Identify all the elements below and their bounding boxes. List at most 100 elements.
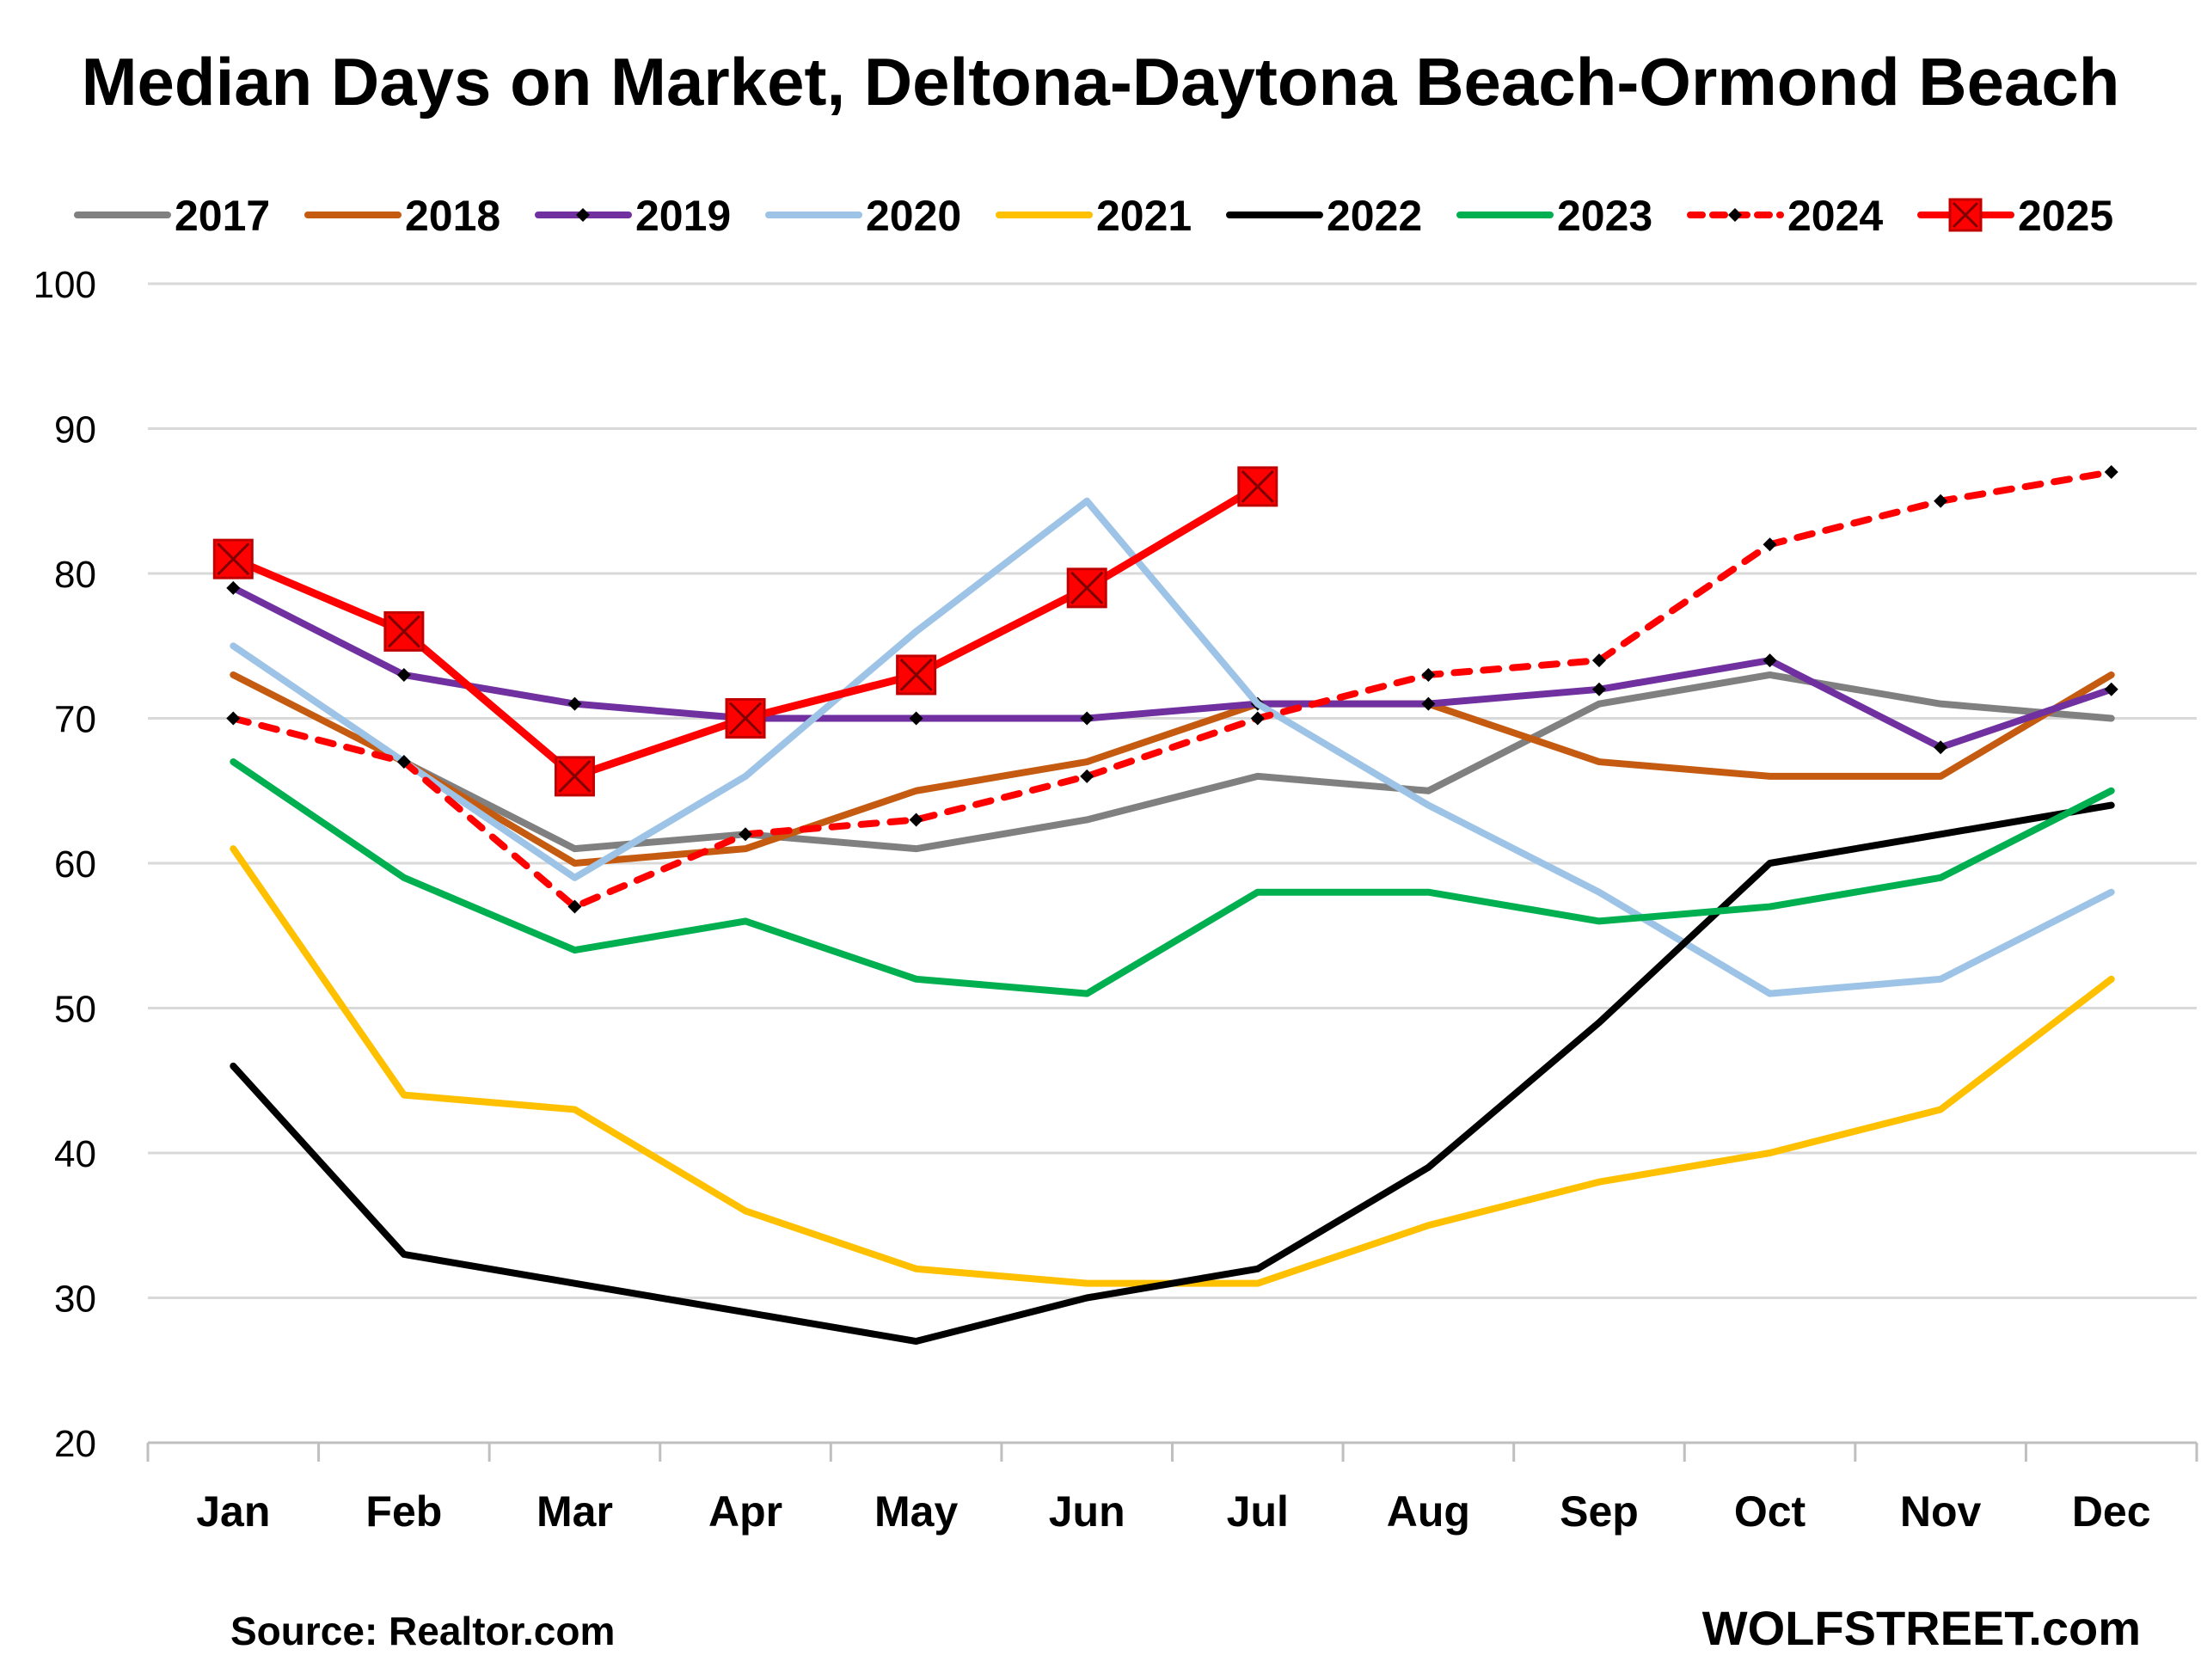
marker-cross	[899, 658, 933, 692]
y-tick-label: 90	[54, 409, 96, 451]
legend: 2017 2018 2019 2020 2021 2022 2023 2024 2025	[74, 192, 2113, 240]
x-tick-label: Jun	[1049, 1487, 1125, 1536]
legend-item-2023: 2023	[1456, 192, 1652, 240]
data-point	[909, 711, 923, 726]
x-tick-label: Feb	[365, 1487, 442, 1536]
series-2025	[212, 466, 1278, 797]
legend-item-2020: 2020	[765, 192, 961, 240]
data-point	[1948, 198, 1983, 232]
legend-label: 2019	[635, 192, 731, 240]
legend-item-2018: 2018	[304, 192, 500, 240]
data-point	[554, 756, 595, 797]
data-point	[1250, 711, 1265, 726]
legend-label: 2023	[1557, 192, 1652, 240]
data-point	[396, 755, 411, 769]
series-line	[230, 671, 2115, 867]
x-tick-label: Mar	[536, 1487, 613, 1536]
legend-label: 2017	[175, 192, 270, 240]
y-tick-label: 80	[54, 554, 96, 596]
legend-item-2017: 2017	[74, 192, 270, 240]
y-tick-label: 20	[54, 1423, 96, 1465]
series-2021	[230, 845, 2115, 1287]
data-point	[212, 538, 254, 579]
series-line	[400, 671, 2115, 853]
data-point	[567, 899, 582, 914]
series-2017	[400, 671, 2115, 853]
series-2024	[226, 465, 2118, 914]
gridlines	[148, 282, 2197, 1299]
x-tick-label: Nov	[1900, 1487, 1982, 1536]
x-tick-label: Apr	[708, 1487, 782, 1536]
x-tick-label: Jul	[1227, 1487, 1289, 1536]
data-point	[725, 698, 766, 739]
legend-label: 2022	[1327, 192, 1422, 240]
x-tick-label: Jan	[196, 1487, 270, 1536]
marker-cross	[217, 543, 250, 576]
data-point	[1237, 466, 1278, 507]
y-tick-label: 100	[34, 264, 96, 306]
data-point	[1591, 653, 1606, 668]
data-point	[226, 580, 241, 595]
series-line	[230, 584, 2115, 751]
data-point	[383, 610, 425, 652]
series-line	[230, 497, 2115, 997]
y-tick-label: 30	[54, 1278, 96, 1321]
legend-item-2025: 2025	[1917, 192, 2113, 240]
marker-cross	[1241, 469, 1274, 503]
data-point	[1080, 711, 1094, 726]
series-2022	[230, 801, 2115, 1346]
marker-cross	[387, 615, 420, 648]
legend-label: 2024	[1787, 192, 1883, 240]
data-point	[2104, 682, 2118, 696]
data-point	[226, 711, 241, 726]
series-2020	[230, 497, 2115, 997]
legend-label: 2025	[2018, 192, 2113, 240]
data-point	[1934, 740, 1948, 755]
y-tick-label: 40	[54, 1133, 96, 1175]
data-point	[396, 667, 411, 682]
series-line	[230, 758, 2115, 997]
data-point	[567, 696, 582, 711]
data-point	[896, 654, 937, 696]
data-point	[909, 812, 923, 827]
data-point	[576, 208, 590, 222]
marker-cross	[1070, 571, 1104, 604]
legend-item-2024: 2024	[1687, 192, 1883, 240]
marker-cross	[728, 702, 763, 735]
x-tick-label: Dec	[2072, 1487, 2151, 1536]
legend-label: 2018	[405, 192, 500, 240]
legend-label: 2020	[866, 192, 961, 240]
x-tick-label: Oct	[1734, 1487, 1806, 1536]
x-tick-label: Aug	[1387, 1487, 1470, 1536]
series-line	[230, 469, 2115, 911]
x-axis: Jan Feb Mar Apr May Jun Jul Aug Sep Oct Nov Dec	[146, 1441, 2198, 1536]
series-2018	[230, 671, 2115, 867]
legend-item-2022: 2022	[1226, 192, 1422, 240]
data-point	[1763, 653, 1777, 668]
data-point	[1080, 769, 1094, 783]
legend-label: 2021	[1096, 192, 1192, 240]
x-tick-label: Sep	[1560, 1487, 1639, 1536]
source-label: Source: Realtor.com	[230, 1609, 615, 1653]
y-tick-label: 50	[54, 989, 96, 1031]
data-point	[1728, 208, 1742, 222]
y-axis-ticks: 100 90 80 70 60 50 40 30 20	[34, 264, 96, 1465]
marker-cross	[1952, 201, 1979, 229]
chart-title: Median Days on Market, Deltona-Daytona B…	[82, 44, 2120, 120]
series-line	[230, 845, 2115, 1287]
series-2023	[230, 758, 2115, 997]
series-line	[230, 801, 2115, 1346]
data-point	[1421, 696, 1436, 711]
x-tick-label: May	[874, 1487, 958, 1536]
data-point	[2104, 465, 2118, 480]
y-tick-label: 60	[54, 843, 96, 886]
data-point	[1591, 682, 1606, 696]
legend-item-2021: 2021	[996, 192, 1192, 240]
data-point	[1421, 667, 1436, 682]
data-point	[1934, 494, 1948, 508]
brand-label: WOLFSTREET.com	[1702, 1601, 2141, 1655]
legend-item-2019: 2019	[535, 192, 731, 240]
y-tick-label: 70	[54, 699, 96, 741]
data-point	[1066, 567, 1107, 609]
